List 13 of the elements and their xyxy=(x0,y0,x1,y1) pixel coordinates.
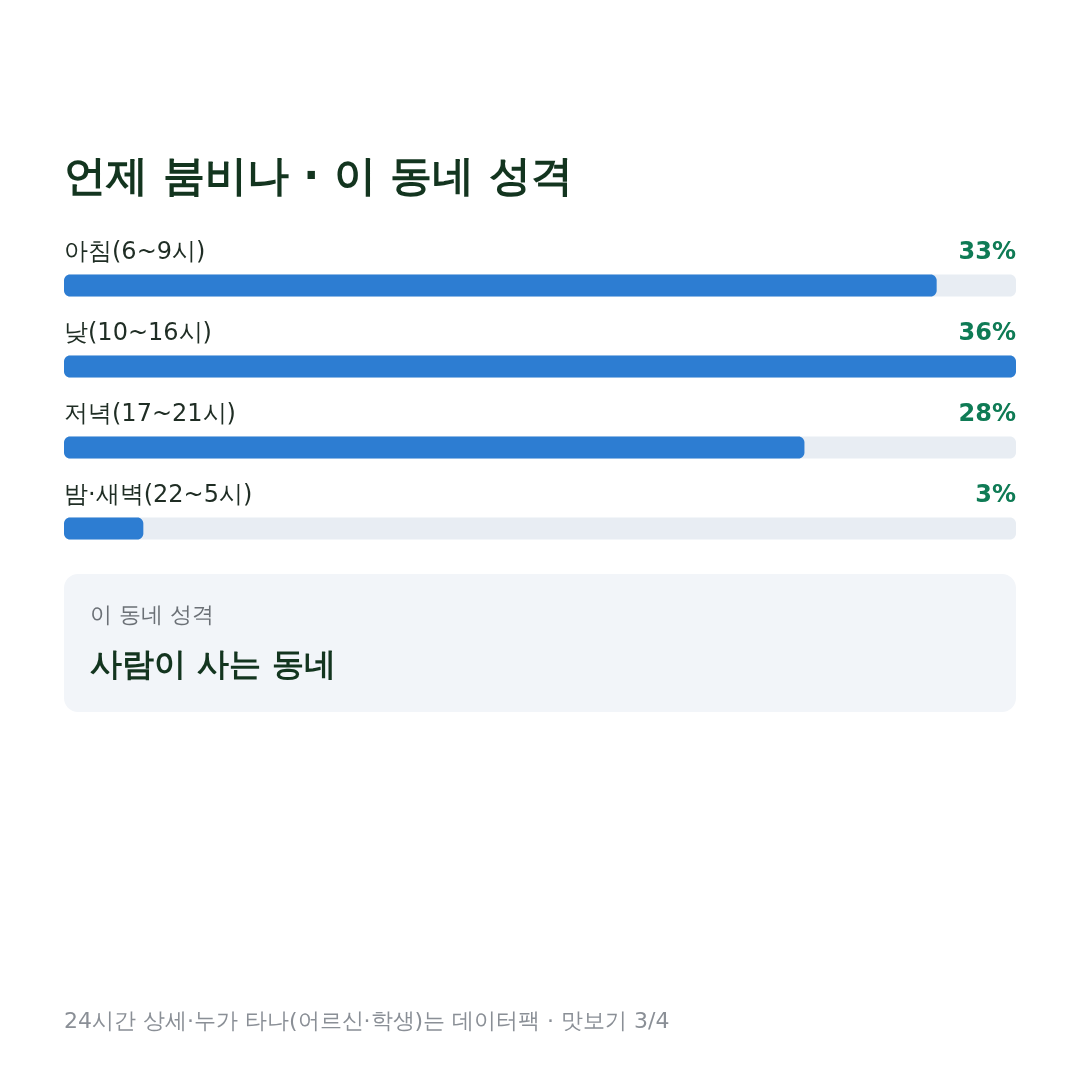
text: 24시간 상세·누가 타나(어르신·학생)는 데이터팩 · 맛보기 3/4 xyxy=(64,1008,670,1033)
data-label: 36% xyxy=(958,317,1016,346)
y-tick-label: 밤·새벽(22~5시) xyxy=(64,479,253,508)
y-tick-label: 저녁(17~21시) xyxy=(64,398,236,427)
data-label: 28% xyxy=(958,398,1016,427)
data-label: 33% xyxy=(958,236,1016,265)
bar xyxy=(64,517,144,540)
y-tick-label: 낮(10~16시) xyxy=(64,317,212,346)
text: 사람이 사는 동네 xyxy=(90,645,337,683)
y-tick-label: 아침(6~9시) xyxy=(64,236,206,265)
data-label: 3% xyxy=(975,479,1016,508)
chart-title: 언제 붐비나 · 이 동네 성격 xyxy=(64,151,574,200)
text: 이 동네 성격 xyxy=(90,602,214,627)
